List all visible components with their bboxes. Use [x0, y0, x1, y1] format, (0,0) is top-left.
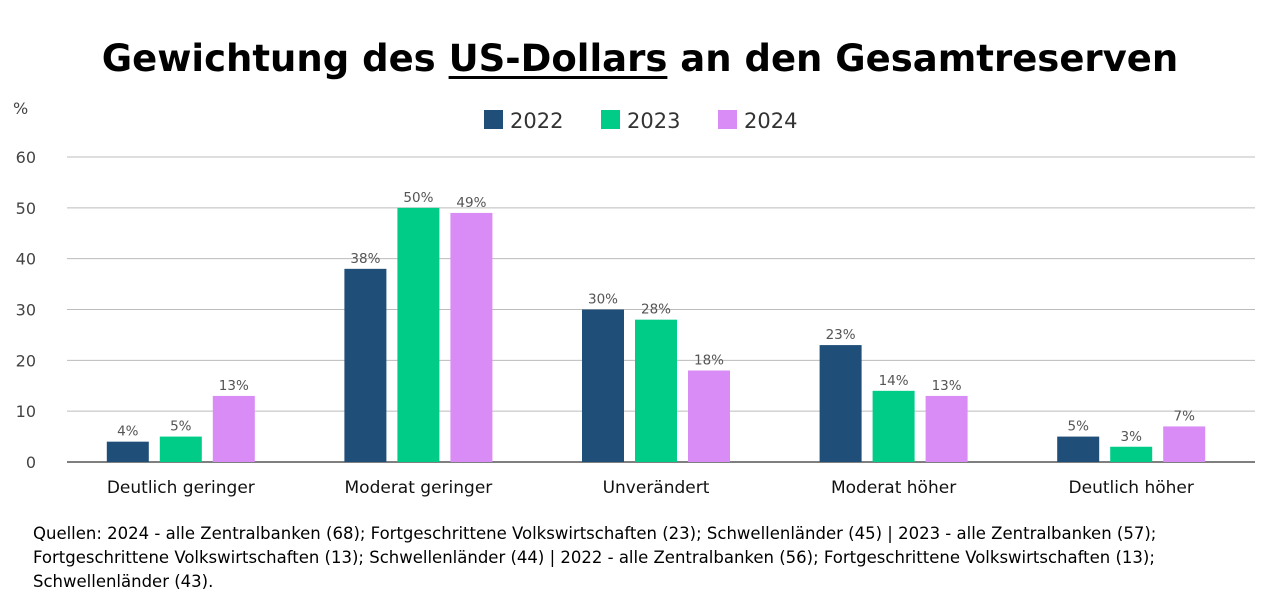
title-suffix: an den Gesamtreserven	[667, 37, 1179, 80]
data-label: 23%	[826, 327, 856, 343]
legend-label: 2022	[510, 109, 563, 133]
legend-swatch	[718, 110, 737, 129]
y-tick-label: 10	[16, 402, 36, 421]
bar	[635, 319, 677, 462]
data-label: 30%	[588, 292, 618, 308]
bar	[344, 268, 387, 462]
data-label: 50%	[403, 190, 433, 206]
data-label: 3%	[1120, 429, 1142, 445]
category-label: Deutlich geringer	[107, 478, 255, 498]
title-prefix: Gewichtung des	[101, 37, 449, 80]
chart-title: Gewichtung des US-Dollars an den Gesamtr…	[0, 36, 1280, 82]
data-label: 5%	[1067, 419, 1089, 435]
bar	[1110, 446, 1153, 462]
bar-chart: % 0 10 20 30 40 50 60 2022 2023 2024 4% 5% 13% Deutlic…	[13, 99, 1255, 498]
data-label: 18%	[694, 353, 724, 369]
bar	[582, 309, 624, 462]
bar	[819, 345, 862, 462]
bar	[688, 370, 730, 462]
y-tick-label: 40	[16, 250, 36, 269]
bar	[450, 212, 493, 462]
category-label: Moderat höher	[831, 478, 956, 498]
legend-swatch	[601, 110, 620, 129]
data-label: 7%	[1173, 408, 1195, 424]
source-note: Quellen: 2024 - alle Zentralbanken (68);…	[33, 524, 1157, 591]
bar	[872, 390, 915, 462]
data-label: 13%	[932, 378, 962, 394]
bar	[397, 207, 440, 462]
y-tick-label: 60	[16, 148, 36, 167]
category-label: Moderat geringer	[345, 478, 493, 498]
data-label: 4%	[117, 424, 139, 440]
y-axis-label: %	[13, 99, 28, 118]
bar	[1057, 436, 1100, 462]
y-tick-label: 50	[16, 199, 36, 218]
title-underlined: US-Dollars	[448, 37, 668, 80]
data-label: 5%	[170, 419, 192, 435]
y-tick-label: 30	[16, 301, 36, 320]
data-label: 28%	[641, 302, 671, 318]
data-label: 14%	[879, 373, 909, 389]
data-label: 49%	[456, 195, 486, 211]
y-tick-label: 20	[16, 351, 36, 370]
category-label: Deutlich höher	[1069, 478, 1194, 498]
data-label: 13%	[219, 378, 249, 394]
bar	[212, 395, 255, 462]
legend-label: 2023	[627, 109, 680, 133]
data-label: 38%	[350, 251, 380, 267]
bar	[159, 436, 202, 462]
y-tick-label: 0	[26, 453, 36, 472]
legend-label: 2024	[744, 109, 797, 133]
bar	[1163, 426, 1206, 462]
bar	[925, 395, 968, 462]
legend-swatch	[484, 110, 503, 129]
category-label: Unverändert	[603, 478, 710, 498]
bar	[106, 441, 149, 462]
